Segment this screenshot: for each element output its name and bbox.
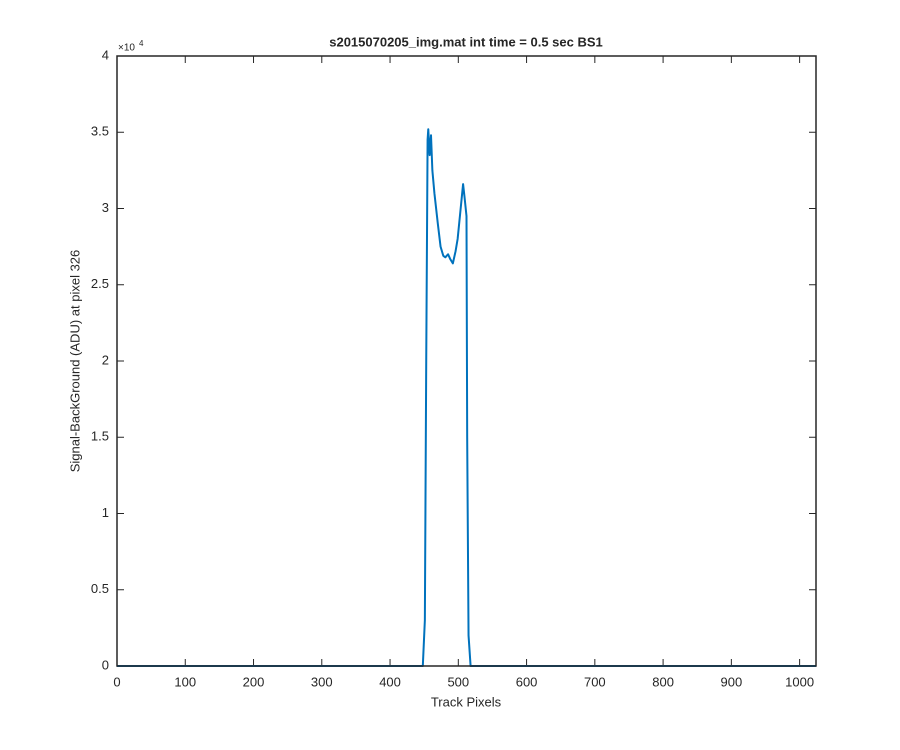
axes-box <box>116 55 817 667</box>
y-multiplier: ×10 <box>118 43 135 54</box>
y-axis-label: Signal-BackGround (ADU) at pixel 326 <box>67 250 82 473</box>
y-tick-label: 3 <box>102 200 109 215</box>
x-tick-label: 900 <box>721 674 743 689</box>
x-tick-label: 100 <box>174 674 196 689</box>
y-tick-label: 2.5 <box>91 276 109 291</box>
chart-title: s2015070205_img.mat int time = 0.5 sec B… <box>329 34 603 49</box>
y-tick-label: 4 <box>102 47 109 62</box>
x-tick-label: 300 <box>311 674 333 689</box>
y-tick-label: 2 <box>102 352 109 367</box>
x-tick-label: 500 <box>447 674 469 689</box>
y-tick-label: 0 <box>102 657 109 672</box>
y-multiplier-exponent: 4 <box>139 39 144 48</box>
y-tick-label: 3.5 <box>91 124 109 139</box>
y-tick-label: 1 <box>102 505 109 520</box>
x-tick-label: 700 <box>584 674 606 689</box>
x-tick-label: 1000 <box>785 674 814 689</box>
x-tick-label: 600 <box>516 674 538 689</box>
x-axis-label: Track Pixels <box>431 694 502 709</box>
x-tick-label: 0 <box>113 674 120 689</box>
x-tick-label: 200 <box>243 674 265 689</box>
y-tick-label: 0.5 <box>91 581 109 596</box>
x-tick-label: 400 <box>379 674 401 689</box>
x-tick-label: 800 <box>652 674 674 689</box>
data-line <box>117 128 816 667</box>
y-tick-label: 1.5 <box>91 429 109 444</box>
